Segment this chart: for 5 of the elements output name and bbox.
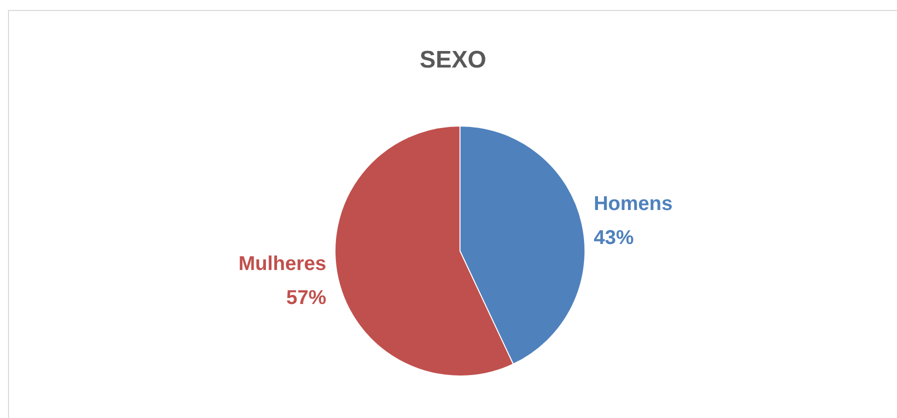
slice-label: Mulheres xyxy=(238,252,326,275)
data-label: 57% xyxy=(286,286,327,309)
slice-label: Homens xyxy=(594,193,673,216)
data-label: 43% xyxy=(594,227,634,250)
chart-title: SEXO xyxy=(420,46,486,74)
